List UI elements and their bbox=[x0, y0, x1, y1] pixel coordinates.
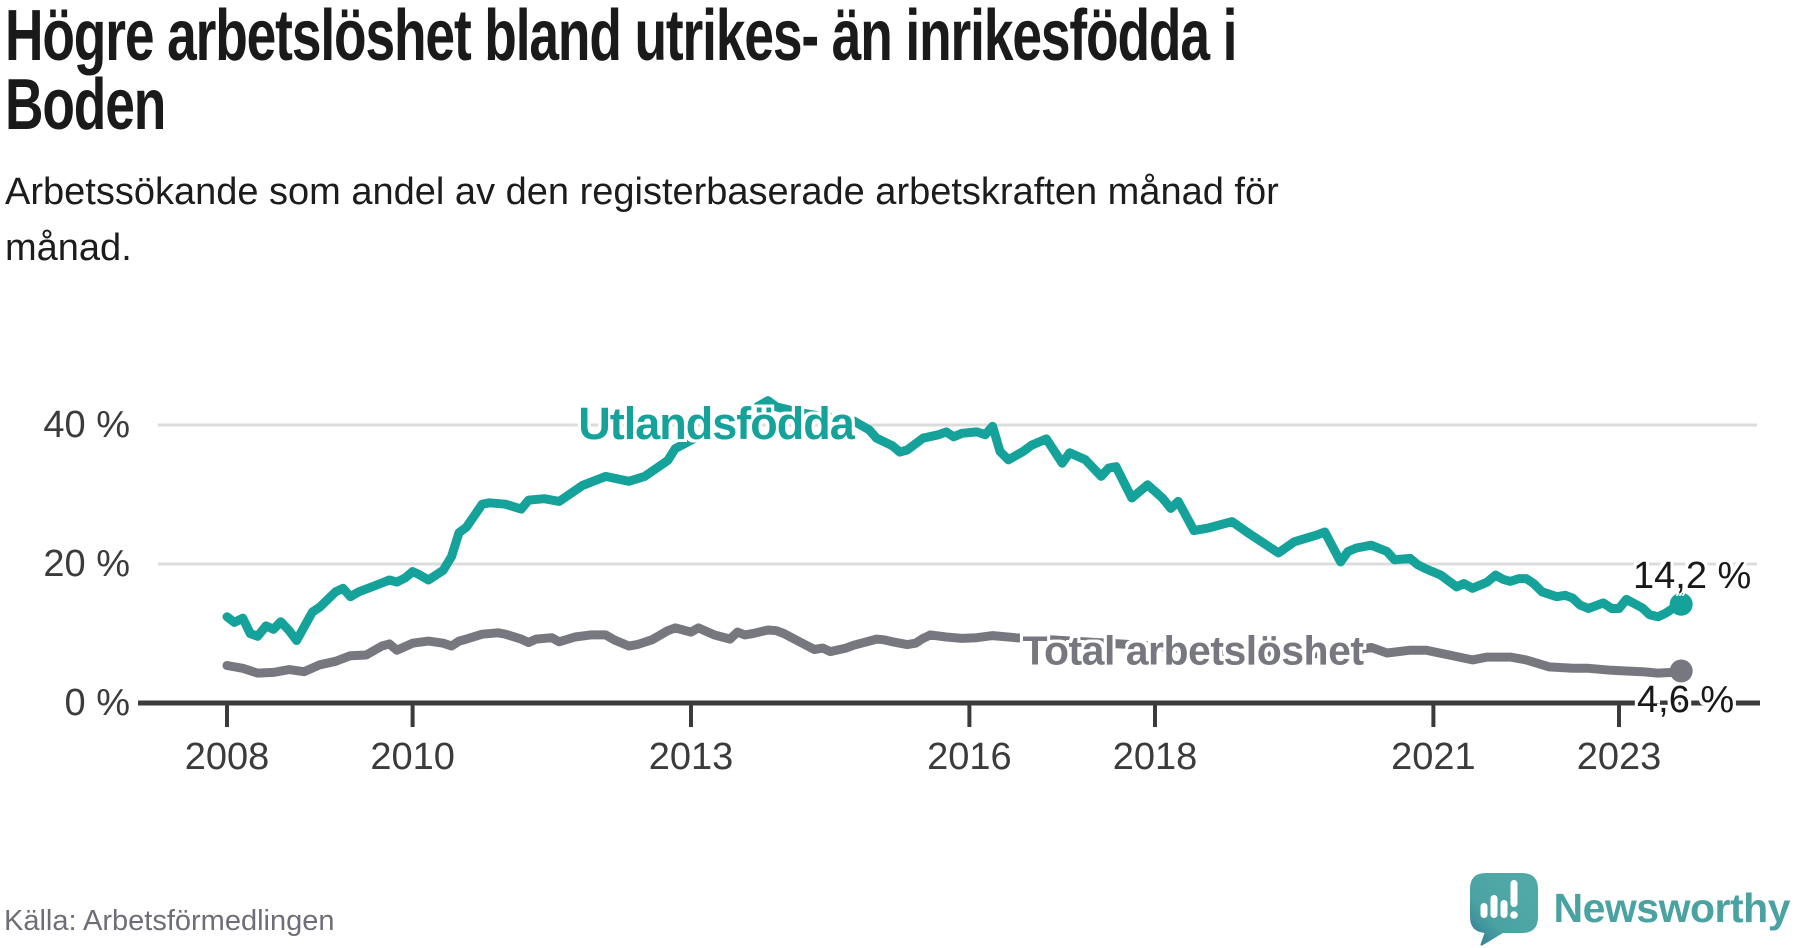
newsworthy-logo-icon bbox=[1469, 873, 1538, 946]
logo-bar-3 bbox=[1500, 900, 1507, 918]
page-title-line-1: Högre arbetslöshet bland utrikes- än inr… bbox=[5, 0, 1237, 76]
logo-bar-1 bbox=[1480, 903, 1487, 918]
logo-exclamation-bar bbox=[1510, 880, 1517, 907]
line-total-arbetsloshet bbox=[222, 623, 1686, 678]
x-axis-ticks bbox=[225, 705, 1621, 727]
page-title: Högre arbetslöshet bland utrikes- än inr… bbox=[5, 0, 1411, 145]
page-title-line-2: Boden bbox=[5, 65, 166, 145]
end-dot-total bbox=[1669, 659, 1693, 683]
line-utlandsfodda bbox=[222, 396, 1686, 645]
source-note: Källa: Arbetsförmedlingen bbox=[4, 905, 335, 937]
chart-subtitle-line-1: Arbetssökande som andel av den registerb… bbox=[5, 171, 1279, 213]
end-dot-utlandsfodda bbox=[1669, 592, 1693, 616]
logo-bar-2 bbox=[1490, 895, 1497, 918]
logo-exclamation-dot bbox=[1509, 911, 1518, 919]
chart-subtitle: Arbetssökande som andel av den registerb… bbox=[5, 164, 1705, 276]
brand-wordmark: Newsworthy bbox=[1553, 884, 1791, 931]
brand-logo: Newsworthy bbox=[1468, 870, 1791, 946]
chart-subtitle-line-2: månad. bbox=[5, 227, 132, 269]
gridlines bbox=[158, 423, 1757, 566]
